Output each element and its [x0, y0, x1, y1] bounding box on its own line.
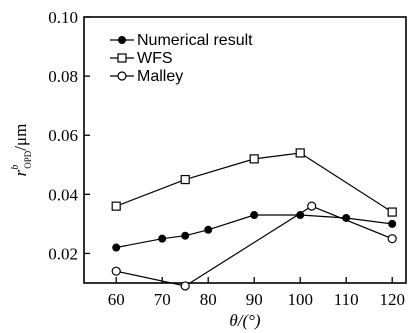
data-point-malley [387, 234, 397, 244]
data-point-numerical-result [181, 231, 190, 240]
data-point-wfs [180, 174, 190, 185]
x-tick-label: 100 [287, 290, 313, 309]
data-point-numerical-result [204, 225, 213, 234]
legend-label-wfs: WFS [137, 50, 173, 67]
y-axis: 0.02 0.04 0.06 0.08 0.10 [48, 8, 90, 263]
legend: Numerical result WFS Malley [110, 32, 253, 85]
data-point-numerical-result [250, 211, 259, 220]
data-point-malley [111, 266, 121, 276]
y-axis-label-superscript: b [10, 165, 21, 170]
legend-item-numerical: Numerical result [110, 32, 253, 49]
legend-item-malley: Malley [110, 68, 183, 85]
data-point-wfs [111, 201, 121, 211]
legend-marker-numerical [118, 36, 126, 44]
x-axis: 60 70 80 90 100 110 120 [108, 277, 405, 309]
y-tick-label: 0.04 [48, 185, 78, 204]
series-malley [111, 201, 397, 291]
plot-frame [83, 16, 407, 284]
data-point-malley [180, 281, 190, 291]
y-axis-label-unit: /μm [11, 124, 30, 151]
x-tick-label: 70 [154, 290, 171, 309]
y-axis-label-subscript: OPD [23, 150, 33, 169]
data-point-wfs [249, 154, 259, 164]
series-numerical-result [112, 211, 397, 252]
x-axis-label: θ/(°) [229, 311, 261, 330]
data-point-malley [307, 201, 317, 211]
y-tick-label: 0.06 [48, 126, 78, 145]
data-point-numerical-result [342, 213, 351, 222]
series-wfs [111, 148, 397, 217]
legend-label-numerical: Numerical result [137, 32, 253, 49]
data-point-wfs [387, 207, 397, 217]
y-axis-label-main: r [11, 169, 30, 176]
legend-item-wfs: WFS [110, 50, 173, 67]
data-point-numerical-result [112, 243, 121, 252]
series-line-malley [116, 205, 393, 287]
y-axis-label: rb OPD/μm [10, 124, 33, 177]
data-point-numerical-result [388, 219, 397, 228]
legend-label-malley: Malley [137, 68, 183, 85]
x-tick-label: 80 [200, 290, 217, 309]
data-point-wfs [295, 148, 305, 158]
x-tick-label: 60 [108, 290, 125, 309]
x-tick-label: 110 [334, 290, 359, 309]
y-tick-label: 0.02 [48, 244, 78, 263]
data-point-numerical-result [296, 211, 305, 220]
series-layer [111, 148, 397, 291]
legend-marker-wfs [117, 53, 127, 63]
y-tick-label: 0.08 [48, 67, 78, 86]
plot-area-border [83, 16, 407, 284]
data-point-numerical-result [158, 234, 167, 243]
x-tick-label: 120 [379, 290, 405, 309]
legend-marker-malley [117, 71, 127, 81]
y-tick-label: 0.10 [48, 8, 78, 27]
x-tick-label: 90 [246, 290, 263, 309]
